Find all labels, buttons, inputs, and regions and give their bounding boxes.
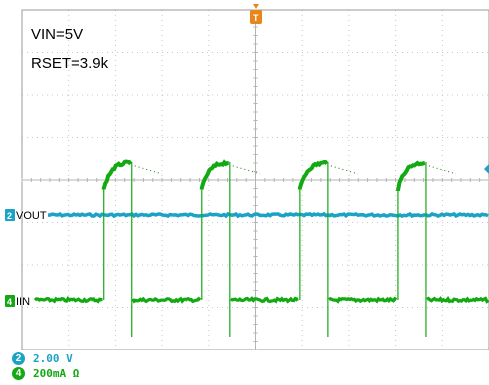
ch4-legend-badge[interactable]: 4 (12, 367, 25, 380)
trigger-position-marker[interactable]: T (250, 4, 262, 24)
vout-waveform (47, 211, 489, 219)
ch2-scale-value: 2.00 V (33, 352, 73, 365)
rset-annotation: RSET=3.9k (31, 55, 109, 72)
iin-low-segment (33, 296, 103, 304)
iin-pulse-top (297, 160, 329, 190)
ch4-marker-number: 4 (7, 297, 12, 307)
iin-low-segment (229, 296, 299, 304)
iin-trace-label: IIN (16, 296, 30, 308)
iin-dotted-tail (134, 165, 162, 175)
trigger-level-marker[interactable] (484, 164, 489, 174)
trigger-letter: T (253, 13, 259, 23)
channel-scale-legend: 2 2.00 V 4 200mA Ω (12, 351, 212, 381)
ch4-scale-row: 4 200mA Ω (12, 366, 212, 381)
ch2-scale-row: 2 2.00 V (12, 351, 212, 366)
iin-waveform (33, 159, 489, 337)
iin-dotted-tail (428, 165, 457, 175)
iin-pulse-top (101, 159, 133, 190)
iin-low-segment (131, 296, 202, 304)
ch2-marker-number: 2 (7, 211, 12, 221)
iin-dotted-tail (232, 165, 260, 175)
graticule-center-axes (21, 9, 489, 350)
iin-low-segment (426, 295, 489, 304)
iin-pulse-top (395, 160, 426, 192)
vin-annotation: VIN=5V (31, 26, 83, 43)
ch4-level-marker: 4 (5, 295, 15, 307)
vout-trace-label: VOUT (16, 210, 47, 222)
oscilloscope-screen: VIN=5V RSET=3.9k 2 VOUT 4 IIN T (5, 4, 489, 350)
ch2-legend-badge[interactable]: 2 (12, 352, 25, 365)
ch4-scale-value: 200mA Ω (33, 367, 80, 380)
ch2-level-marker: 2 (5, 209, 15, 221)
iin-dotted-tail (330, 165, 359, 175)
iin-pulse-top (199, 159, 229, 190)
iin-low-segment (328, 296, 398, 304)
